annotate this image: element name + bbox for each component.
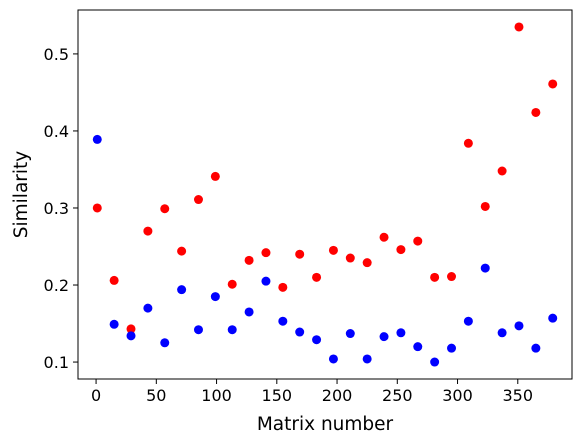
y-axis-label: Similarity: [11, 151, 32, 239]
y-tick-label: 0.1: [44, 353, 69, 372]
x-tick-label: 200: [322, 386, 353, 405]
data-point: [210, 171, 220, 181]
data-point: [92, 203, 102, 213]
data-point: [177, 285, 187, 295]
data-point: [531, 107, 541, 117]
data-point: [193, 195, 203, 205]
data-point: [430, 357, 440, 367]
data-point: [463, 316, 473, 326]
data-point: [548, 313, 558, 323]
data-point: [531, 343, 541, 353]
x-tick-label: 250: [382, 386, 413, 405]
data-point: [548, 79, 558, 89]
data-points: [92, 22, 558, 367]
data-point: [379, 332, 389, 342]
data-point: [109, 319, 119, 329]
data-point: [143, 303, 153, 313]
data-point: [227, 325, 237, 335]
data-point: [261, 276, 271, 286]
data-point: [160, 204, 170, 214]
data-point: [328, 245, 338, 255]
y-tick-label: 0.3: [44, 199, 69, 218]
data-point: [514, 22, 524, 32]
data-point: [362, 354, 372, 364]
data-point: [261, 248, 271, 258]
x-tick-label: 0: [91, 386, 101, 405]
data-point: [109, 275, 119, 285]
x-tick-label: 300: [442, 386, 473, 405]
x-axis-ticks: 0 50 100 150 200 250 300 350: [91, 379, 533, 405]
data-point: [345, 253, 355, 263]
data-point: [160, 338, 170, 348]
data-point: [362, 258, 372, 268]
data-point: [413, 236, 423, 246]
data-point: [514, 321, 524, 331]
data-point: [177, 246, 187, 256]
data-point: [126, 331, 136, 341]
data-point: [278, 316, 288, 326]
data-point: [497, 166, 507, 176]
x-tick-label: 150: [262, 386, 293, 405]
plot-area: [77, 9, 573, 380]
data-point: [345, 329, 355, 339]
data-point: [295, 327, 305, 337]
series-1-points: [92, 134, 558, 367]
data-point: [480, 263, 490, 273]
y-tick-label: 0.4: [44, 122, 69, 141]
data-point: [295, 249, 305, 259]
data-point: [396, 328, 406, 338]
data-point: [328, 354, 338, 364]
x-axis-label: Matrix number: [257, 414, 394, 435]
data-point: [193, 325, 203, 335]
data-point: [210, 292, 220, 302]
data-point: [227, 279, 237, 289]
y-tick-label: 0.2: [44, 276, 69, 295]
data-point: [244, 307, 254, 317]
data-point: [379, 232, 389, 242]
data-point: [278, 282, 288, 292]
data-point: [92, 134, 102, 144]
y-tick-label: 0.5: [44, 45, 69, 64]
data-point: [430, 272, 440, 282]
data-point: [413, 342, 423, 352]
data-point: [143, 226, 153, 236]
data-point: [497, 328, 507, 338]
y-axis-ticks: 0.1 0.2 0.3 0.4 0.5: [44, 45, 78, 372]
x-tick-label: 50: [146, 386, 166, 405]
data-point: [396, 245, 406, 255]
data-point: [244, 255, 254, 265]
x-tick-label: 100: [201, 386, 232, 405]
data-point: [463, 138, 473, 148]
data-point: [312, 335, 322, 345]
data-point: [480, 201, 490, 211]
series-0-points: [92, 22, 558, 334]
data-point: [447, 272, 457, 282]
x-tick-label: 350: [503, 386, 534, 405]
data-point: [447, 343, 457, 353]
data-point: [312, 272, 322, 282]
data-point: [126, 324, 136, 334]
